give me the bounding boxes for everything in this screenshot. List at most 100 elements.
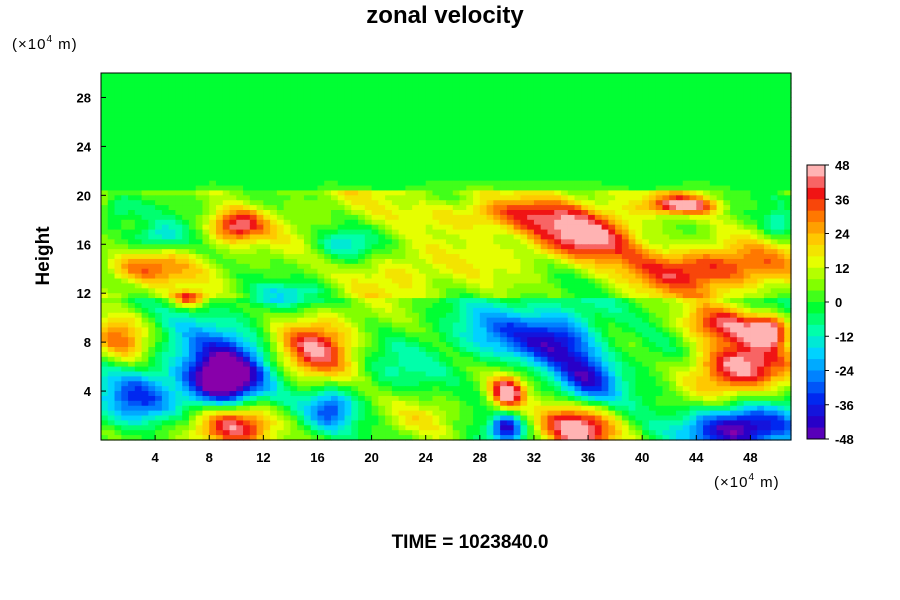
heatmap-cell xyxy=(452,278,461,285)
heatmap-cell xyxy=(493,97,501,103)
heatmap-cell xyxy=(364,87,373,94)
heatmap-cell xyxy=(310,263,319,270)
heatmap-cell xyxy=(594,151,603,157)
heatmap-cell xyxy=(337,224,346,231)
heatmap-cell xyxy=(601,268,609,275)
heatmap-cell xyxy=(561,298,569,304)
heatmap-cell xyxy=(378,87,386,94)
heatmap-cell xyxy=(405,268,413,275)
heatmap-cell xyxy=(608,278,616,285)
heatmap-cell xyxy=(547,77,555,84)
heatmap-cell xyxy=(249,136,258,143)
heatmap-cell xyxy=(709,175,718,182)
heatmap-cell xyxy=(337,210,346,216)
heatmap-cell xyxy=(743,298,752,304)
heatmap-cell xyxy=(107,73,116,79)
heatmap-cell xyxy=(337,278,346,285)
heatmap-cell xyxy=(500,298,508,304)
heatmap-cell xyxy=(344,298,352,304)
heatmap-cell xyxy=(216,180,224,187)
heatmap-cell xyxy=(736,229,745,236)
heatmap-cell xyxy=(134,170,143,177)
heatmap-cell xyxy=(594,283,603,289)
heatmap-cell xyxy=(263,200,271,206)
heatmap-cell xyxy=(202,82,210,89)
heatmap-cell xyxy=(777,273,785,280)
heatmap-cell xyxy=(222,293,231,299)
heatmap-cell xyxy=(479,126,488,133)
heatmap-cell xyxy=(148,97,156,103)
heatmap-cell xyxy=(148,136,156,143)
heatmap-cell xyxy=(642,131,650,138)
heatmap-cell xyxy=(533,278,542,285)
heatmap-cell xyxy=(161,254,170,260)
heatmap-cell xyxy=(331,77,339,84)
heatmap-cell xyxy=(479,244,488,250)
heatmap-cell xyxy=(290,141,298,147)
heatmap-cell xyxy=(479,77,488,84)
heatmap-cell xyxy=(432,249,440,255)
heatmap-cell xyxy=(270,273,278,280)
heatmap-cell xyxy=(554,190,562,196)
heatmap-cell xyxy=(473,165,481,172)
heatmap-cell xyxy=(682,298,691,304)
heatmap-cell xyxy=(621,244,630,250)
heatmap-cell xyxy=(567,214,576,221)
heatmap-cell xyxy=(736,175,745,182)
heatmap-cell xyxy=(344,112,352,118)
heatmap-cell xyxy=(107,126,116,133)
heatmap-cell xyxy=(337,258,346,265)
heatmap-cell xyxy=(574,302,582,309)
heatmap-cell xyxy=(378,195,386,201)
heatmap-cell xyxy=(689,288,697,294)
heatmap-cell xyxy=(148,298,156,304)
heatmap-cell xyxy=(324,126,332,133)
heatmap-cell xyxy=(506,229,515,236)
heatmap-cell xyxy=(364,263,373,270)
heatmap-cell xyxy=(493,249,501,255)
heatmap-cell xyxy=(527,112,535,118)
heatmap-cell xyxy=(297,234,305,240)
heatmap-cell xyxy=(161,302,170,309)
heatmap-cell xyxy=(676,180,684,187)
heatmap-cell xyxy=(676,268,684,275)
heatmap-cell xyxy=(567,205,576,211)
heatmap-cell xyxy=(648,205,657,211)
heatmap-cell xyxy=(256,121,264,128)
heatmap-cell xyxy=(155,229,163,236)
heatmap-cell xyxy=(303,185,312,192)
heatmap-cell xyxy=(696,175,704,182)
heatmap-cell xyxy=(229,244,237,250)
heatmap-cell xyxy=(270,131,278,138)
heatmap-cell xyxy=(337,136,346,143)
heatmap-cell xyxy=(107,175,116,182)
heatmap-cell xyxy=(412,73,420,79)
heatmap-cell xyxy=(689,234,697,240)
heatmap-cell xyxy=(486,112,494,118)
heatmap-cell xyxy=(128,97,136,103)
heatmap-cell xyxy=(249,244,258,250)
heatmap-cell xyxy=(283,156,292,162)
heatmap-cell xyxy=(310,244,319,250)
heatmap-cell xyxy=(270,161,278,167)
heatmap-cell xyxy=(222,161,231,167)
heatmap-cell xyxy=(243,307,251,314)
heatmap-cell xyxy=(716,73,724,79)
heatmap-cell xyxy=(297,141,305,147)
heatmap-cell xyxy=(344,210,352,216)
heatmap-cell xyxy=(121,87,129,94)
heatmap-cell xyxy=(385,293,393,299)
heatmap-cell xyxy=(216,283,224,289)
heatmap-cell xyxy=(723,205,731,211)
heatmap-cell xyxy=(662,121,670,128)
heatmap-cell xyxy=(351,244,359,250)
heatmap-cell xyxy=(682,82,691,89)
heatmap-cell xyxy=(358,151,366,157)
heatmap-cell xyxy=(155,185,163,192)
heatmap-cell xyxy=(473,229,481,236)
heatmap-cell xyxy=(588,170,596,177)
heatmap-cell xyxy=(412,249,420,255)
heatmap-cell xyxy=(256,200,264,206)
heatmap-cell xyxy=(297,302,305,309)
heatmap-cell xyxy=(317,307,325,314)
